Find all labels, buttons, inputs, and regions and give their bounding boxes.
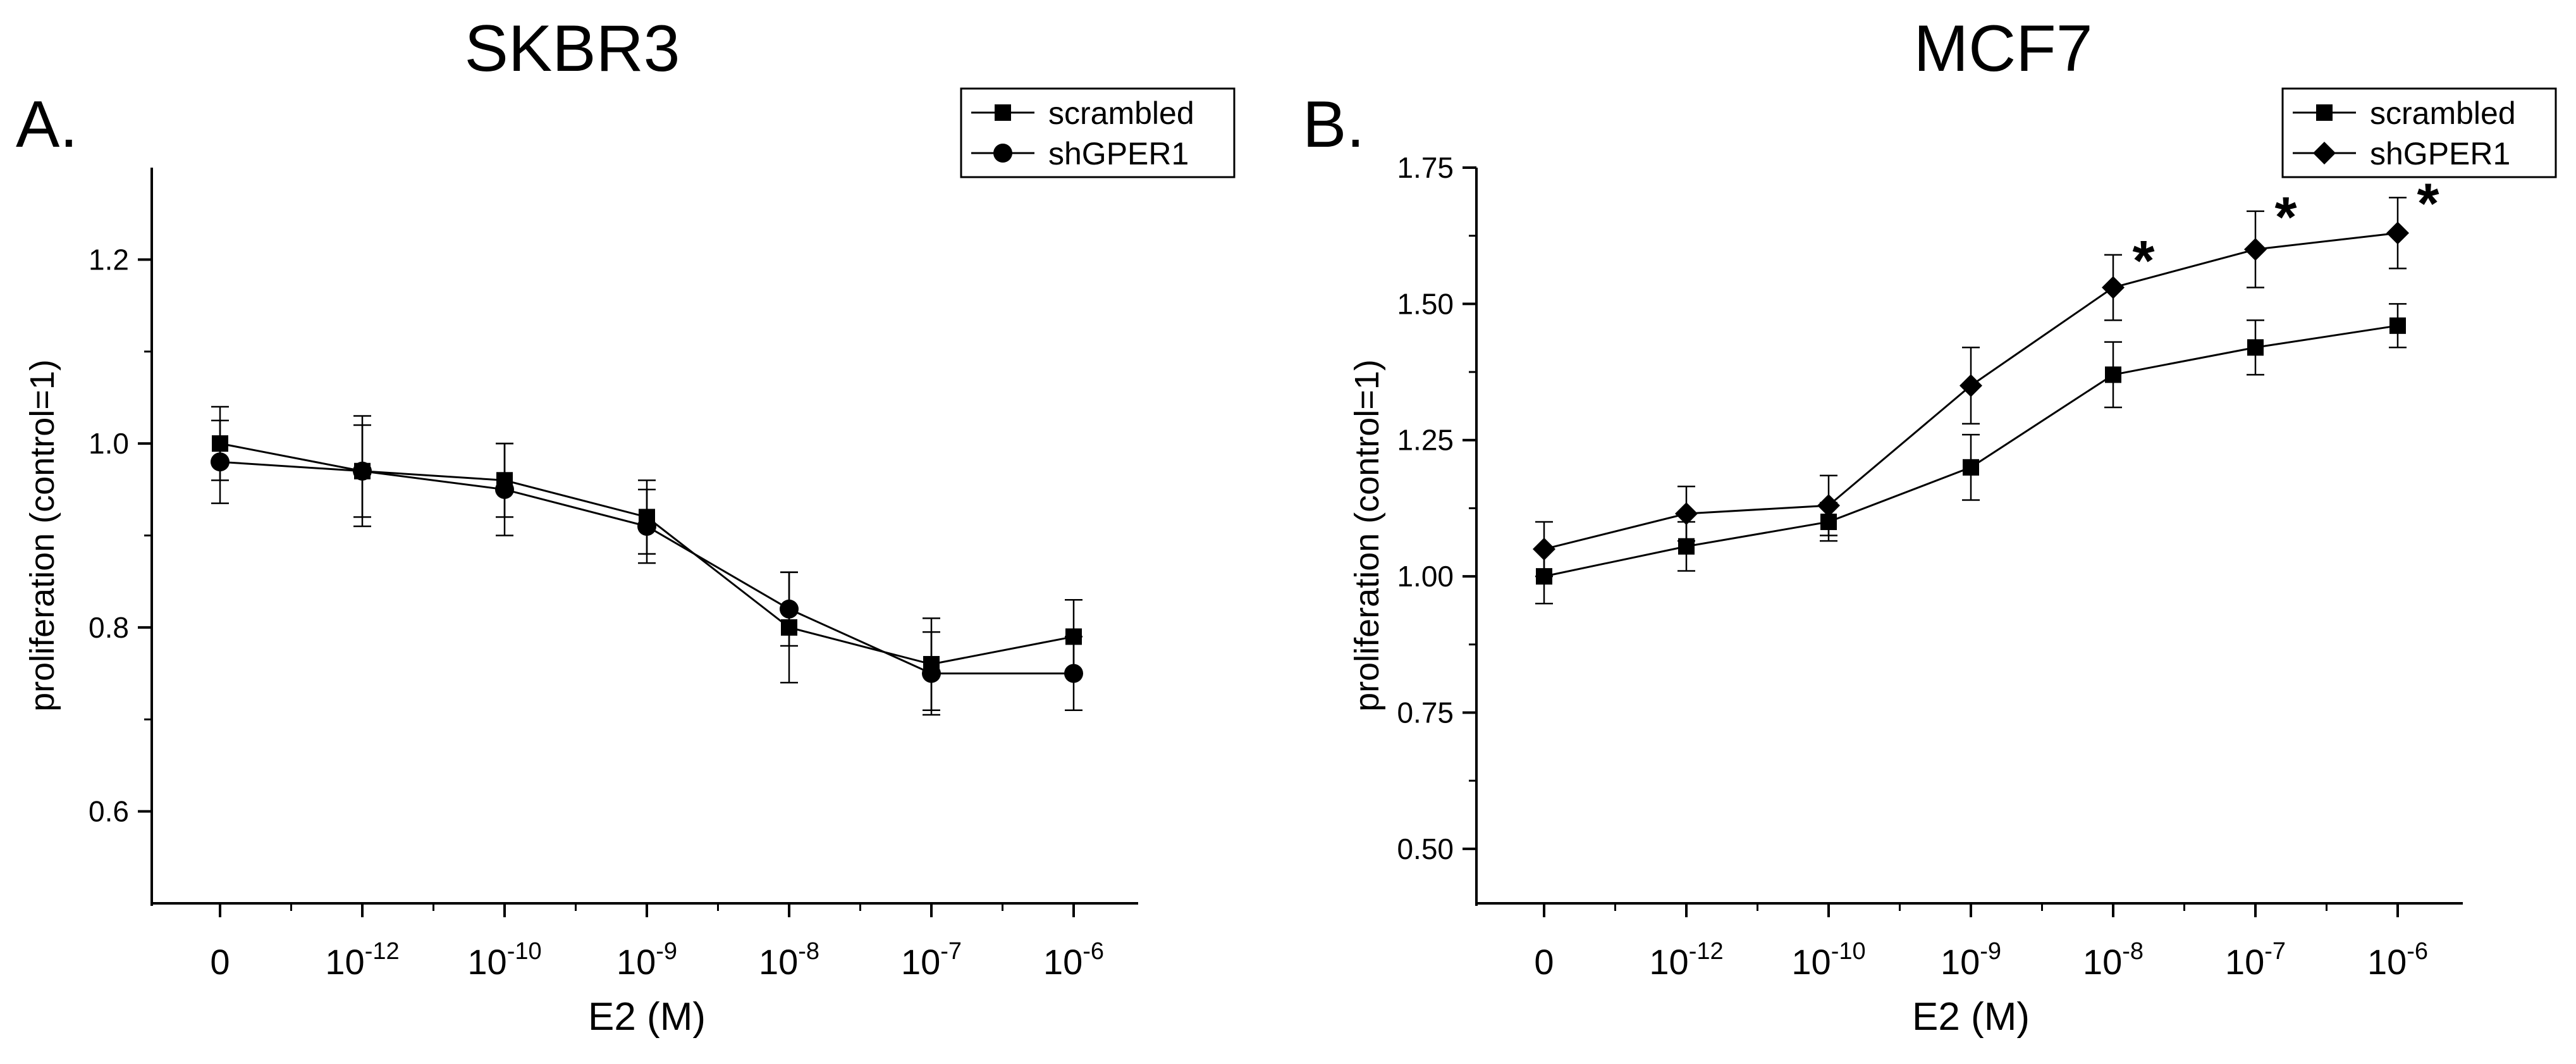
legend-marker — [2316, 104, 2333, 121]
legend-item: shGPER1 — [971, 136, 1189, 171]
y-tick-label: 0.8 — [89, 611, 129, 644]
x-tick-label: 10-9 — [616, 938, 677, 982]
data-point — [1675, 502, 1698, 526]
x-tick-label: 10-6 — [2367, 938, 2428, 982]
legend-label: shGPER1 — [1048, 136, 1189, 171]
y-tick-label: 0.50 — [1397, 832, 1454, 865]
legend: scrambled shGPER1 — [960, 87, 1236, 178]
y-tick-label: 1.0 — [89, 427, 129, 460]
legend-marker — [993, 144, 1012, 163]
chart-panel-b: MCF7 B. 0.50 0.75 1.00 1.25 1.50 1.75 proliferat… — [1303, 12, 2557, 1039]
significance-marker: * — [2132, 230, 2154, 293]
data-point — [780, 599, 799, 619]
data-point — [353, 461, 372, 481]
data-point — [2244, 238, 2267, 261]
data-point — [211, 452, 230, 472]
x-tick-label: 10-10 — [1791, 938, 1865, 982]
series-shgper1 — [1533, 197, 2409, 578]
data-point — [1817, 494, 1840, 517]
series-shgper1 — [211, 419, 1083, 716]
panel-label: A. — [16, 88, 78, 161]
x-tick-label: 10-8 — [2083, 938, 2144, 982]
data-point — [1960, 374, 1982, 397]
legend-item: scrambled — [971, 96, 1194, 131]
legend-label: scrambled — [2370, 96, 2516, 131]
x-tick-label: 0 — [1534, 942, 1554, 982]
chart-title: SKBR3 — [464, 12, 680, 85]
data-point — [922, 664, 941, 683]
x-tick-label: 10-8 — [759, 938, 819, 982]
chart-panel-a: SKBR3 A. 0.6 0.8 1.0 1.2 proliferation (contro… — [16, 12, 1236, 1039]
y-tick-label: 1.75 — [1397, 151, 1454, 184]
data-point — [495, 479, 514, 499]
x-axis-label: E2 (M) — [1912, 995, 2030, 1039]
data-point — [637, 516, 656, 536]
data-point — [1064, 664, 1083, 683]
data-point — [2102, 276, 2125, 299]
legend-box — [2281, 87, 2557, 178]
x-tick-label: 10-9 — [1941, 938, 2001, 982]
y-tick-label: 0.75 — [1397, 696, 1454, 729]
y-tick-label: 1.50 — [1397, 287, 1454, 320]
data-point — [2386, 221, 2409, 245]
panel-label: B. — [1303, 88, 1365, 161]
x-tick-label: 10-6 — [1043, 938, 1104, 982]
legend-item: scrambled — [2293, 96, 2516, 131]
data-point — [1963, 459, 1979, 476]
y-tick-label: 1.2 — [89, 243, 129, 276]
legend-label: shGPER1 — [2370, 136, 2510, 171]
significance-marker: * — [2417, 172, 2439, 235]
data-point — [2389, 317, 2406, 334]
y-tick-label: 0.6 — [89, 795, 129, 828]
x-axis-label: E2 (M) — [588, 995, 706, 1039]
x-tick-label: 10-7 — [2225, 938, 2286, 982]
x-tick-label: 10-12 — [325, 938, 399, 982]
x-tick-label: 10-12 — [1649, 938, 1723, 982]
y-tick-label: 1.25 — [1397, 424, 1454, 457]
legend: scrambled shGPER1 — [2281, 87, 2557, 178]
y-axis-label: proliferation (control=1) — [23, 359, 61, 712]
legend-marker — [995, 104, 1011, 121]
data-point — [1533, 538, 1555, 561]
legend-label: scrambled — [1048, 96, 1194, 131]
legend-marker — [2313, 142, 2336, 164]
data-point — [2105, 366, 2121, 383]
y-axis-label: proliferation (control=1) — [1348, 359, 1386, 712]
legend-item: shGPER1 — [2293, 136, 2510, 171]
y-tick-label: 1.00 — [1397, 560, 1454, 593]
legend-box — [960, 87, 1236, 178]
x-tick-label: 10-10 — [467, 938, 541, 982]
x-tick-label: 10-7 — [901, 938, 962, 982]
data-point — [2247, 339, 2264, 356]
x-tick-label: 0 — [210, 942, 230, 982]
significance-marker: * — [2274, 186, 2297, 249]
chart-title: MCF7 — [1913, 12, 2092, 85]
